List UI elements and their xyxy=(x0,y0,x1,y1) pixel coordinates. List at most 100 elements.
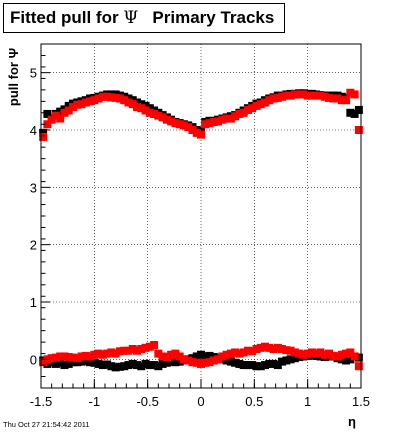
data-point xyxy=(115,347,124,356)
data-point xyxy=(329,94,338,103)
data-point xyxy=(337,350,346,359)
x-tick-label: -1.5 xyxy=(30,394,52,409)
data-point xyxy=(111,363,120,372)
x-axis-label: η xyxy=(348,414,356,429)
timestamp-footer: Thu Oct 27 21:54:42 2011 xyxy=(3,420,90,429)
data-point xyxy=(107,93,116,102)
data-point xyxy=(145,104,154,113)
data-point xyxy=(90,96,99,105)
data-point xyxy=(325,93,333,102)
data-point xyxy=(269,94,278,103)
data-point xyxy=(150,109,159,118)
data-point xyxy=(86,97,95,106)
data-point xyxy=(350,109,359,118)
data-point xyxy=(231,358,240,367)
data-point xyxy=(350,352,359,361)
x-tick-label: 0.5 xyxy=(245,394,263,409)
data-point xyxy=(354,362,363,371)
data-point xyxy=(346,88,355,97)
data-point xyxy=(154,362,163,371)
data-point xyxy=(197,350,205,359)
data-point xyxy=(243,361,252,370)
y-tick-label: 2 xyxy=(30,238,37,253)
data-point xyxy=(51,353,60,362)
data-point xyxy=(252,345,261,354)
data-point xyxy=(316,91,325,100)
data-point xyxy=(265,359,274,368)
data-point xyxy=(171,349,180,358)
data-point xyxy=(295,349,304,358)
data-point xyxy=(39,128,48,137)
data-point xyxy=(218,352,227,361)
data-point xyxy=(214,355,223,364)
data-point xyxy=(154,111,163,120)
data-point xyxy=(261,342,269,351)
data-point xyxy=(111,93,120,102)
data-point xyxy=(60,108,69,117)
data-point xyxy=(162,353,171,362)
data-point xyxy=(39,358,48,367)
chart-title-suffix: Primary Tracks xyxy=(138,8,275,27)
data-point xyxy=(325,349,333,358)
x-tick-label: 0 xyxy=(197,394,204,409)
data-point xyxy=(133,98,141,107)
data-point xyxy=(184,356,193,365)
data-point xyxy=(162,115,171,124)
data-point xyxy=(47,358,56,367)
data-point xyxy=(103,92,112,101)
data-point xyxy=(312,349,321,358)
data-point xyxy=(154,349,163,358)
x-tick-label: 1 xyxy=(304,394,311,409)
data-point xyxy=(175,357,184,366)
data-point xyxy=(261,98,269,107)
data-point xyxy=(167,350,176,359)
data-point xyxy=(171,358,180,367)
data-point xyxy=(299,350,308,359)
data-point xyxy=(248,361,257,370)
data-point xyxy=(235,109,244,118)
data-point xyxy=(265,96,274,105)
data-point xyxy=(235,349,244,358)
data-point xyxy=(145,108,154,117)
data-point xyxy=(188,358,197,367)
data-point xyxy=(158,113,167,122)
data-point xyxy=(43,120,52,129)
data-point xyxy=(98,92,107,101)
data-point xyxy=(115,362,124,371)
data-point xyxy=(162,358,171,367)
data-point xyxy=(137,345,146,354)
data-point xyxy=(137,100,146,109)
data-point xyxy=(56,352,65,361)
data-point xyxy=(175,352,184,361)
data-point xyxy=(47,115,56,124)
data-point xyxy=(128,359,137,368)
data-point xyxy=(290,348,299,357)
data-point xyxy=(261,361,269,370)
data-point xyxy=(256,362,265,371)
data-point xyxy=(107,348,116,357)
data-point xyxy=(51,359,60,368)
data-point xyxy=(133,361,141,370)
data-point xyxy=(86,358,95,367)
data-point xyxy=(103,349,112,358)
chart-title-prefix: Fitted pull for xyxy=(10,8,124,27)
data-point xyxy=(320,92,329,101)
data-point xyxy=(167,357,176,366)
data-point xyxy=(235,359,244,368)
data-point xyxy=(145,342,154,351)
data-point xyxy=(73,358,82,367)
data-point xyxy=(222,114,231,123)
data-point xyxy=(231,348,240,357)
data-point xyxy=(329,351,338,360)
data-point xyxy=(205,358,214,367)
data-point xyxy=(103,360,112,369)
data-point xyxy=(128,345,137,354)
data-point xyxy=(346,108,355,117)
y-tick-label: 1 xyxy=(30,295,37,310)
data-point xyxy=(192,358,201,367)
data-point xyxy=(73,100,82,109)
data-point xyxy=(64,359,73,368)
data-point xyxy=(150,361,159,370)
data-point xyxy=(120,96,129,105)
